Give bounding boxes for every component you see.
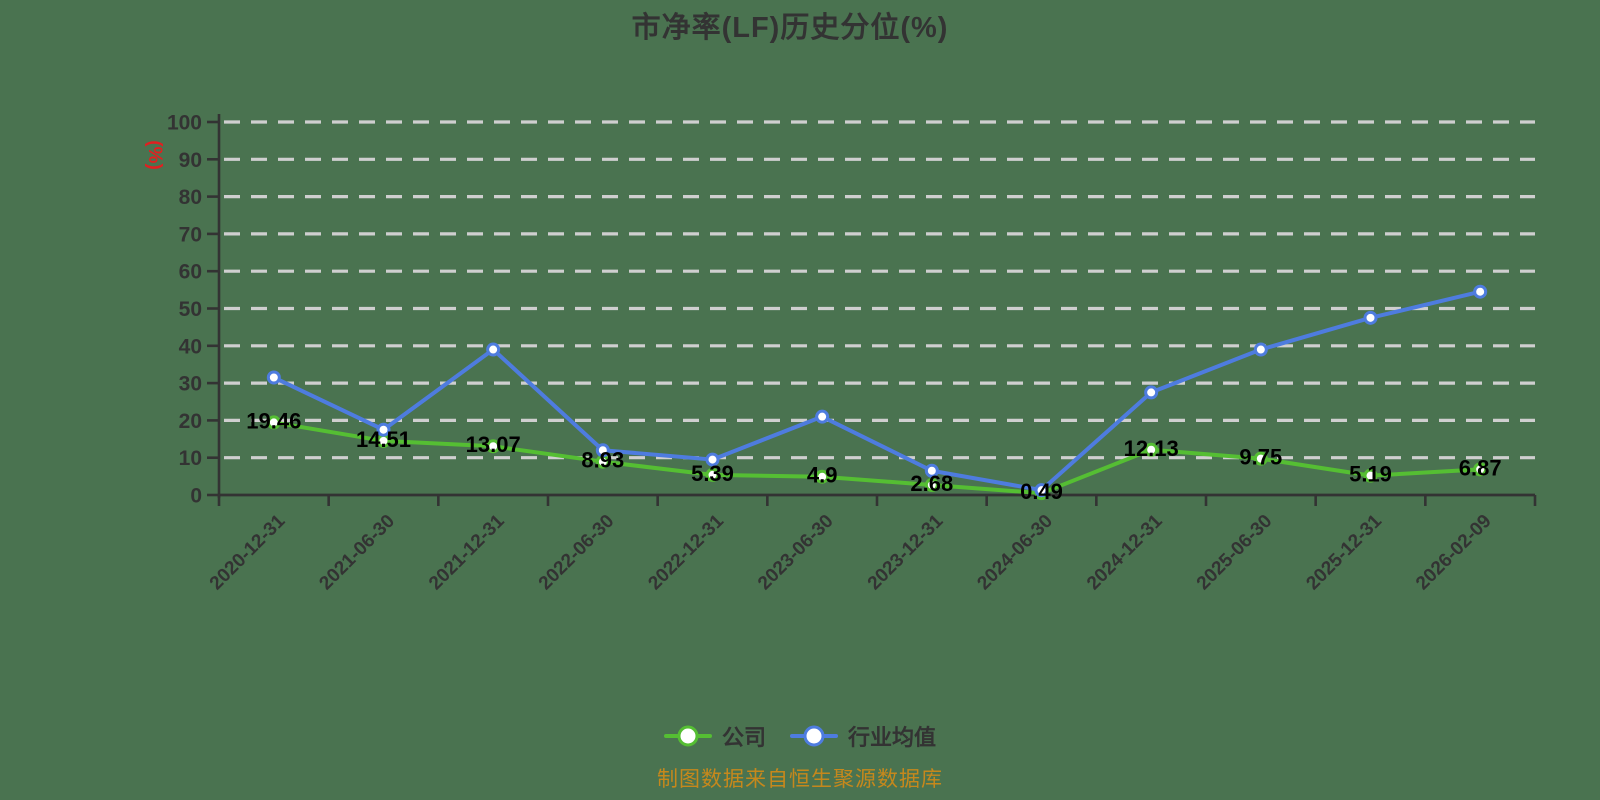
- data-point: [486, 439, 501, 454]
- series-line-公司: [271, 420, 1483, 496]
- data-point: [266, 370, 281, 385]
- x-tick-label: 2021-06-30: [315, 511, 399, 595]
- y-tick-label: 100: [167, 112, 202, 135]
- company-line-marker-icon: [663, 725, 712, 747]
- series-line-行业均值: [271, 289, 1483, 493]
- y-tick-label: 80: [179, 186, 202, 209]
- x-tick-label: 2024-12-31: [1083, 510, 1167, 594]
- data-point: [1473, 462, 1488, 477]
- value-label: 5.19: [1349, 462, 1392, 487]
- x-tick-label: 2021-12-31: [425, 510, 509, 594]
- data-point: [1034, 483, 1049, 498]
- data-point: [1363, 468, 1378, 483]
- legend-label-industry-average: 行业均值: [848, 725, 937, 750]
- value-label: 19.46: [246, 408, 301, 433]
- y-tick-label: 50: [179, 298, 202, 321]
- value-label: 9.75: [1239, 445, 1282, 470]
- value-label: 13.07: [466, 432, 521, 457]
- value-label: 5.39: [691, 461, 734, 486]
- data-point: [1144, 442, 1159, 457]
- data-point: [815, 469, 830, 484]
- industry-point-icon: [803, 725, 825, 747]
- company-point-icon: [677, 725, 699, 747]
- value-label: 6.87: [1459, 455, 1502, 480]
- data-point: [595, 443, 610, 458]
- x-tick-label: 2025-12-31: [1302, 510, 1386, 594]
- data-point: [924, 478, 939, 493]
- data-source-note: 制图数据来自恒生聚源数据库: [657, 768, 943, 791]
- data-point: [376, 422, 391, 437]
- legend-item-industry-average[interactable]: 行业均值: [790, 720, 936, 752]
- value-label: 4.9: [807, 463, 838, 488]
- x-tick-label: 2023-12-31: [864, 510, 948, 594]
- data-point: [1253, 342, 1268, 357]
- value-label: 12.13: [1124, 436, 1179, 461]
- x-tick-label: 2024-06-30: [973, 511, 1057, 595]
- data-point: [1473, 284, 1488, 299]
- value-label: 14.51: [356, 427, 411, 452]
- x-tick-label: 2020-12-31: [206, 510, 290, 594]
- x-tick-label: 2025-06-30: [1193, 511, 1277, 595]
- data-point: [924, 463, 939, 478]
- data-point: [705, 452, 720, 467]
- data-point: [815, 409, 830, 424]
- data-point: [1363, 310, 1378, 325]
- y-tick-label: 20: [179, 410, 202, 433]
- industry-line-marker-icon: [790, 725, 838, 747]
- y-tick-label: 10: [179, 447, 202, 470]
- x-tick-label: 2026-02-09: [1412, 511, 1496, 595]
- y-tick-label: 0: [190, 485, 202, 508]
- value-label: 2.68: [910, 471, 953, 496]
- data-point: [1144, 385, 1159, 400]
- x-tick-label: 2022-06-30: [535, 511, 619, 595]
- y-tick-label: 30: [179, 373, 202, 396]
- y-tick-label: 40: [179, 335, 202, 358]
- data-point: [1253, 451, 1268, 466]
- data-point: [705, 467, 720, 482]
- chart-title: 市净率(LF)历史分位(%): [631, 12, 949, 44]
- legend-label-company: 公司: [721, 725, 766, 750]
- value-label: 8.93: [581, 448, 624, 473]
- x-tick-label: 2022-12-31: [644, 510, 728, 594]
- data-point: [486, 342, 501, 357]
- legend: 公司 行业均值: [0, 720, 1600, 752]
- legend-item-company[interactable]: 公司: [663, 720, 766, 752]
- y-tick-label: 60: [179, 261, 202, 284]
- data-point: [266, 415, 281, 430]
- x-tick-label: 2023-06-30: [754, 511, 838, 595]
- y-tick-label: 70: [179, 223, 202, 246]
- value-label: 0.49: [1020, 479, 1063, 504]
- y-tick-label: 90: [179, 149, 202, 172]
